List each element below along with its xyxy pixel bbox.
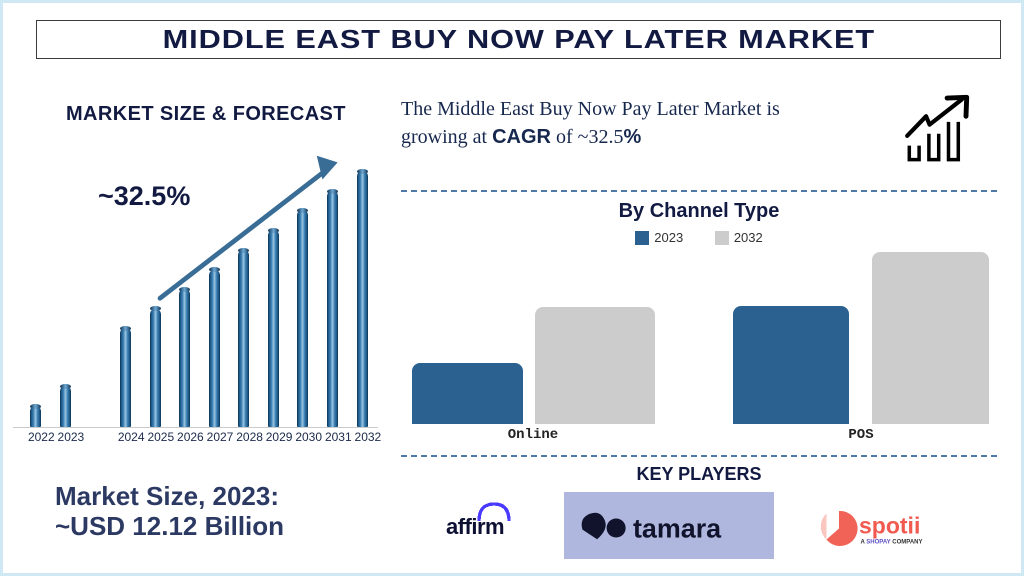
svg-text:tamara: tamara	[633, 514, 722, 544]
svg-text:affirm: affirm	[446, 514, 504, 539]
svg-text:spotii: spotii	[859, 513, 920, 539]
svg-text:A SHOPAY COMPANY: A SHOPAY COMPANY	[861, 540, 923, 546]
